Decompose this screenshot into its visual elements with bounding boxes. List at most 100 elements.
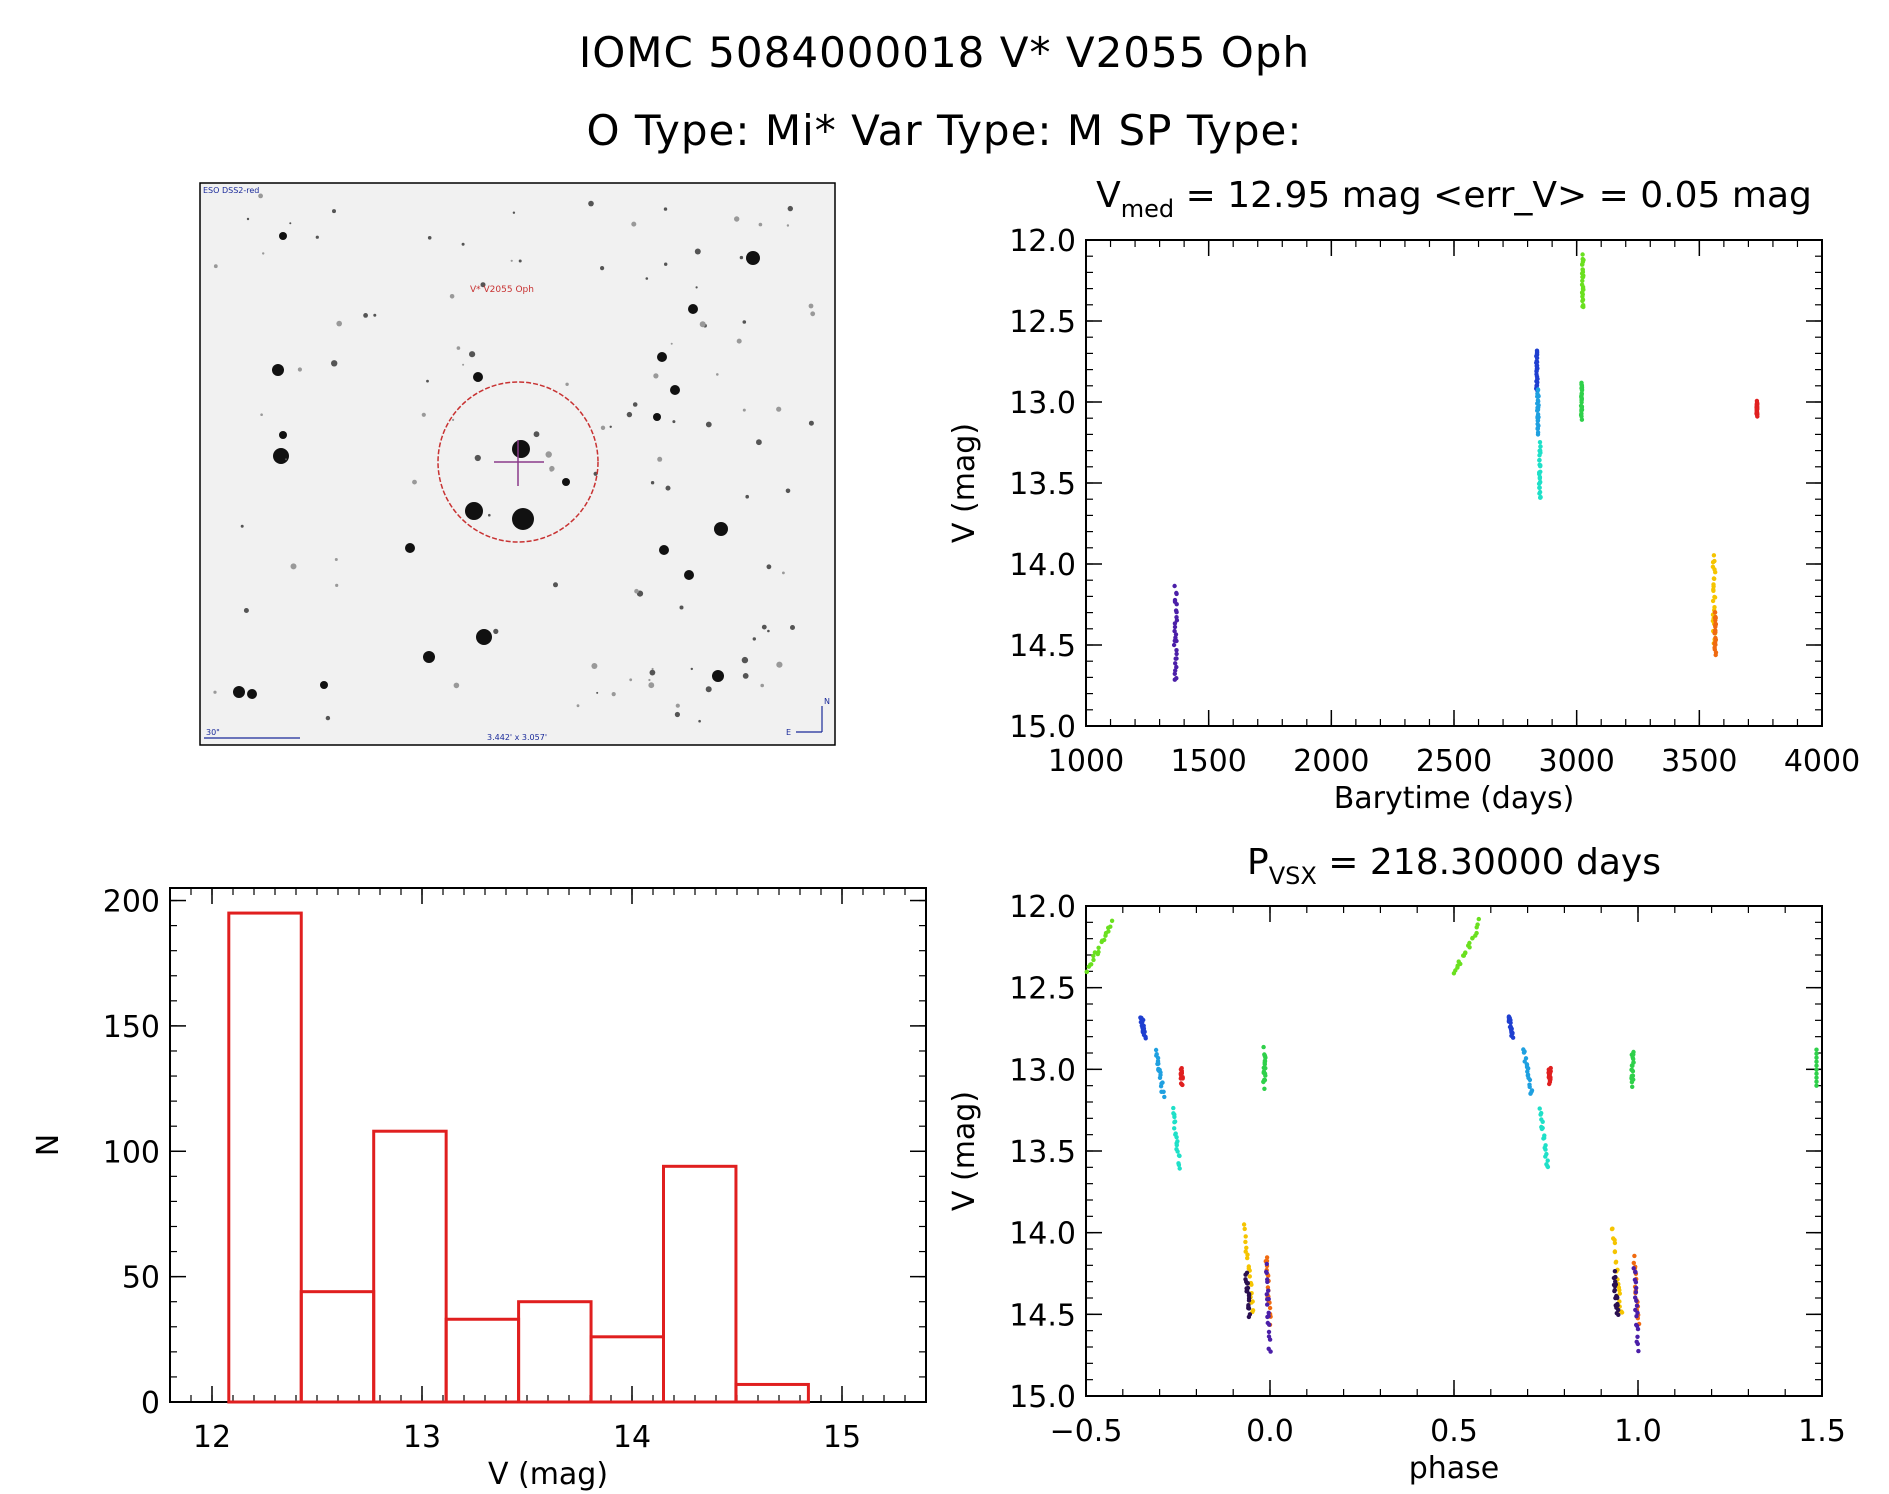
y-tick-label: 12.0: [1009, 890, 1076, 925]
data-point: [1710, 598, 1716, 604]
data-point: [1580, 278, 1585, 283]
compass-east-label: E: [786, 728, 791, 737]
star: [452, 418, 455, 421]
star: [631, 221, 637, 227]
data-point: [1249, 1282, 1254, 1287]
x-tick-label: 0.0: [1246, 1414, 1294, 1449]
star: [336, 320, 343, 327]
y-tick-label: 14.5: [1009, 629, 1076, 664]
data-point: [1814, 1055, 1819, 1060]
data-point: [1579, 417, 1585, 422]
compass-north-label: N: [824, 697, 830, 706]
data-point: [1265, 1302, 1270, 1307]
data-point: [1631, 1260, 1637, 1266]
data-point: [1109, 918, 1115, 923]
finder-scale-label: 30": [206, 728, 220, 737]
data-point: [1158, 1084, 1164, 1089]
star: [670, 385, 680, 395]
star: [512, 440, 530, 458]
x-tick-label: 2000: [1293, 744, 1369, 779]
star: [233, 686, 245, 698]
y-tick-label: 200: [103, 885, 160, 920]
data-point: [1175, 1149, 1180, 1154]
data-point: [1580, 304, 1585, 309]
data-point: [1538, 463, 1543, 468]
star: [512, 211, 516, 214]
star: [335, 583, 339, 588]
star: [315, 235, 319, 239]
data-point: [1634, 1298, 1639, 1304]
star: [659, 545, 669, 555]
data-point: [1467, 940, 1472, 946]
histogram-bar: [589, 1335, 665, 1404]
star: [694, 248, 701, 255]
data-point: [1538, 495, 1543, 500]
star: [474, 454, 481, 462]
data-point: [1243, 1272, 1248, 1277]
data-point: [1474, 930, 1479, 936]
data-point: [1162, 1094, 1167, 1100]
data-point: [1814, 1079, 1819, 1084]
data-point: [1242, 1226, 1247, 1232]
star: [469, 351, 476, 358]
data-point: [1712, 615, 1718, 620]
star: [247, 689, 257, 699]
data-point: [1528, 1091, 1533, 1096]
histogram-bar: [517, 1300, 593, 1404]
star: [320, 681, 328, 689]
data-point: [1172, 671, 1178, 676]
data-point: [1174, 591, 1179, 597]
x-tick-label: 1000: [1048, 744, 1124, 779]
star: [716, 373, 719, 376]
data-point: [1262, 1071, 1268, 1076]
data-point: [1174, 1142, 1180, 1148]
data-point: [1096, 945, 1101, 950]
data-point: [1096, 949, 1101, 955]
star: [272, 364, 284, 376]
star: [742, 408, 746, 412]
y-tick-label: 15.0: [1009, 1380, 1076, 1415]
x-tick-label: −0.5: [1050, 1414, 1123, 1449]
plot-title: PVSX = 218.30000 days: [1247, 842, 1661, 890]
star: [665, 485, 671, 491]
data-point: [1261, 1079, 1266, 1085]
data-point: [1543, 1154, 1548, 1159]
data-point: [1537, 480, 1543, 485]
star: [698, 719, 701, 723]
data-point: [1711, 576, 1717, 581]
data-point: [1755, 414, 1760, 419]
data-point: [1155, 1055, 1161, 1061]
y-axis-label: V (mag): [947, 1091, 982, 1211]
data-point: [1171, 642, 1177, 648]
finder-target-label: V* V2055 Oph: [470, 285, 534, 295]
data-point: [1814, 1075, 1819, 1080]
y-axis-label: N: [31, 1134, 66, 1156]
data-point: [1155, 1061, 1160, 1067]
star: [462, 363, 465, 366]
data-point: [1527, 1082, 1532, 1087]
x-tick-label: 3000: [1538, 744, 1614, 779]
data-point: [1814, 1051, 1819, 1056]
data-point: [1580, 262, 1585, 267]
data-point: [1103, 933, 1108, 938]
histogram-bar: [734, 1382, 810, 1404]
data-point: [1713, 570, 1718, 575]
star: [714, 522, 728, 536]
star: [461, 242, 465, 246]
histogram-bar: [372, 1129, 448, 1404]
data-point: [1458, 961, 1463, 967]
data-point: [1180, 1082, 1185, 1088]
data-point: [1612, 1284, 1618, 1289]
data-point: [1611, 1275, 1617, 1281]
data-point: [1089, 962, 1094, 967]
x-tick-label: 15: [823, 1420, 861, 1455]
star: [657, 456, 663, 462]
y-tick-label: 13.5: [1009, 1135, 1076, 1170]
data-point: [1172, 638, 1178, 643]
data-point: [1267, 1337, 1273, 1342]
y-tick-label: 0: [141, 1386, 160, 1421]
finder-size-label: 3.442' x 3.057': [487, 733, 547, 742]
star: [742, 673, 749, 679]
data-point: [1535, 421, 1540, 427]
data-point: [1143, 1034, 1148, 1040]
